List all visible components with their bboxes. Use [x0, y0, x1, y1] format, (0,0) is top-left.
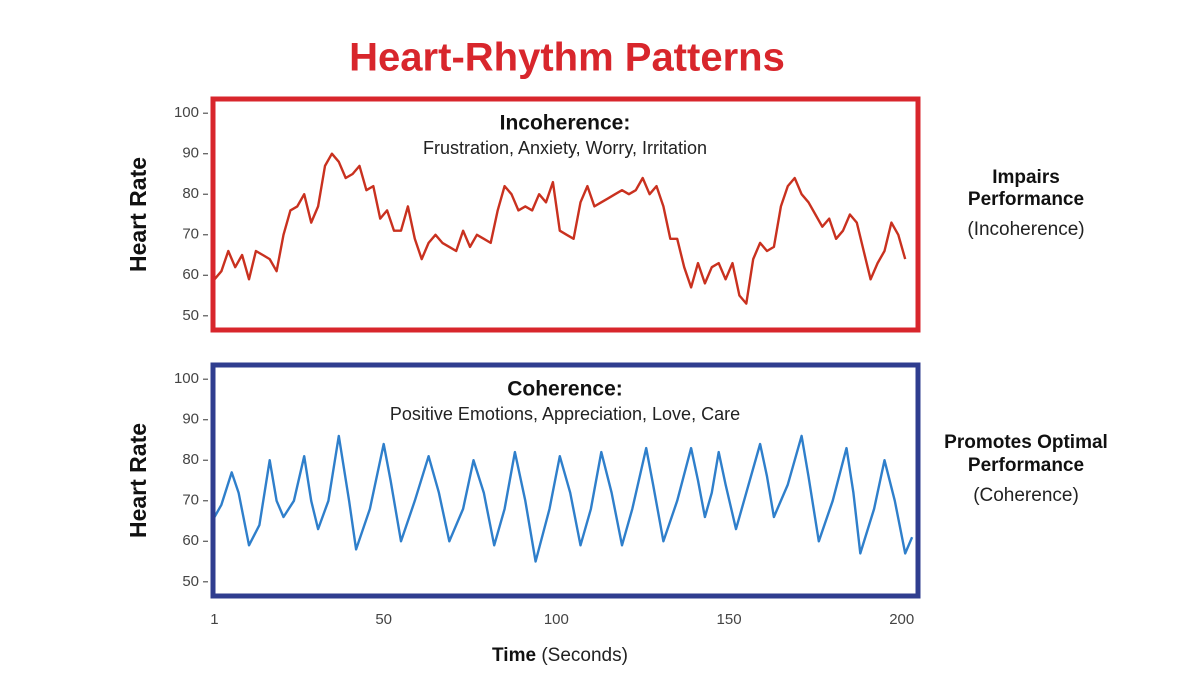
panel-frame: [210, 362, 921, 599]
x-axis-label: Time (Seconds): [492, 645, 628, 666]
x-tick-label: 50: [375, 611, 392, 628]
data-line: [213, 152, 907, 305]
y-tick-label: 80: [182, 185, 199, 202]
x-tick-label: 1: [210, 611, 218, 628]
x-axis-label-main: Time: [492, 645, 536, 666]
x-tick-label: 200: [889, 611, 914, 628]
y-tick-label: 90: [182, 411, 199, 428]
panel-title: Coherence:: [507, 378, 623, 401]
panel-title: Incoherence:: [500, 112, 631, 135]
side-label: Performance: [968, 455, 1084, 476]
side-label: Impairs: [992, 167, 1060, 188]
y-tick-label: 70: [182, 226, 199, 243]
side-label: Promotes Optimal: [944, 432, 1108, 453]
y-tick-label: 70: [182, 492, 199, 509]
y-axis-label: Heart Rate: [125, 157, 151, 272]
y-tick-label: 100: [174, 104, 199, 121]
x-axis-label-unit: (Seconds): [541, 645, 628, 666]
y-tick-label: 60: [182, 532, 199, 549]
y-tick-label: 90: [182, 145, 199, 162]
data-line: [213, 434, 914, 563]
panel-frame: [210, 96, 921, 333]
side-label: Performance: [968, 189, 1084, 210]
y-tick-label: 80: [182, 451, 199, 468]
y-tick-label: 50: [182, 573, 199, 590]
y-tick-label: 60: [182, 266, 199, 283]
side-note: (Coherence): [973, 485, 1079, 506]
x-tick-label: 100: [544, 611, 569, 628]
x-tick-label: 150: [717, 611, 742, 628]
side-note: (Incoherence): [967, 219, 1084, 240]
y-tick-label: 50: [182, 307, 199, 324]
page-title: Heart-Rhythm Patterns: [349, 36, 785, 80]
panel-subtitle: Frustration, Anxiety, Worry, Irritation: [423, 138, 707, 158]
y-tick-label: 100: [174, 370, 199, 387]
panel-subtitle: Positive Emotions, Appreciation, Love, C…: [390, 404, 740, 424]
y-axis-label: Heart Rate: [125, 423, 151, 538]
